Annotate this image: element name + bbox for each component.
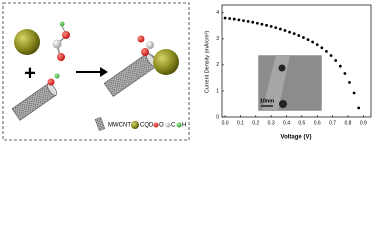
data-point xyxy=(302,36,305,39)
data-point xyxy=(357,106,361,110)
data-point xyxy=(348,80,351,84)
x-tick-label: 0.9 xyxy=(360,120,367,126)
y-tick-label: 3 xyxy=(216,36,219,42)
data-point xyxy=(297,34,301,37)
data-point xyxy=(329,54,333,57)
x-tick-label: 0.3 xyxy=(268,120,275,126)
x-tick-label: 0.4 xyxy=(283,120,290,126)
x-tick-label: 0.2 xyxy=(252,120,259,126)
y-tick-label: 1 xyxy=(216,88,219,94)
data-point xyxy=(269,24,273,28)
data-point xyxy=(232,17,236,21)
data-point xyxy=(274,26,278,30)
data-point xyxy=(223,16,227,20)
x-tick-label: 0.8 xyxy=(344,120,351,126)
data-point xyxy=(320,46,324,50)
legend-label: CQDs xyxy=(140,123,156,129)
schematic-product xyxy=(103,35,179,97)
data-point xyxy=(325,49,328,53)
y-axis-label: Current Density (mA/cm²) xyxy=(204,31,210,94)
data-point xyxy=(306,38,310,42)
legend-label: O xyxy=(159,123,164,129)
inset-tem: 10nm xyxy=(257,54,323,112)
data-point xyxy=(242,19,245,23)
arrow xyxy=(76,67,108,77)
figure: + MWCNT CQDs O C H Current xyxy=(2,2,372,141)
data-point xyxy=(237,18,241,22)
data-point xyxy=(311,40,315,44)
data-point xyxy=(278,27,282,31)
data-point xyxy=(283,29,287,32)
schematic-cqd-top xyxy=(14,21,70,61)
data-point xyxy=(265,23,268,27)
schematic-legend: MWCNT CQDs O C H xyxy=(94,117,186,131)
data-point xyxy=(338,64,342,68)
data-point xyxy=(255,21,259,25)
schematic-frame xyxy=(2,2,190,141)
data-point xyxy=(315,43,319,46)
schematic-mwcnt-left xyxy=(11,73,60,121)
y-tick-label: 4 xyxy=(216,10,219,16)
inset-scale: 10nm xyxy=(260,98,274,104)
y-tick-label: 0 xyxy=(216,114,219,120)
data-point xyxy=(246,20,250,23)
data-point xyxy=(228,17,232,20)
chart: Current Density (mA/cm²) Voltage (V) 10n… xyxy=(204,4,372,141)
plus: + xyxy=(24,62,36,84)
x-tick-label: 0.6 xyxy=(314,120,321,126)
x-tick-label: 0.5 xyxy=(298,120,305,126)
x-tick-label: 0.1 xyxy=(237,120,244,126)
legend-label: H xyxy=(182,123,186,129)
plot-frame xyxy=(221,4,372,118)
x-tick-label: 0.7 xyxy=(329,120,336,126)
data-point xyxy=(288,30,291,34)
x-axis-label: Voltage (V) xyxy=(281,135,312,141)
data-point xyxy=(343,72,347,75)
data-point xyxy=(251,20,255,24)
data-point xyxy=(292,32,296,36)
legend-label: C xyxy=(171,123,176,129)
y-tick-label: 2 xyxy=(216,62,219,68)
legend-label: MWCNT xyxy=(108,123,131,129)
data-point xyxy=(334,59,338,62)
x-tick-label: 0.0 xyxy=(222,120,229,126)
data-point xyxy=(260,22,264,26)
data-point xyxy=(352,91,356,95)
